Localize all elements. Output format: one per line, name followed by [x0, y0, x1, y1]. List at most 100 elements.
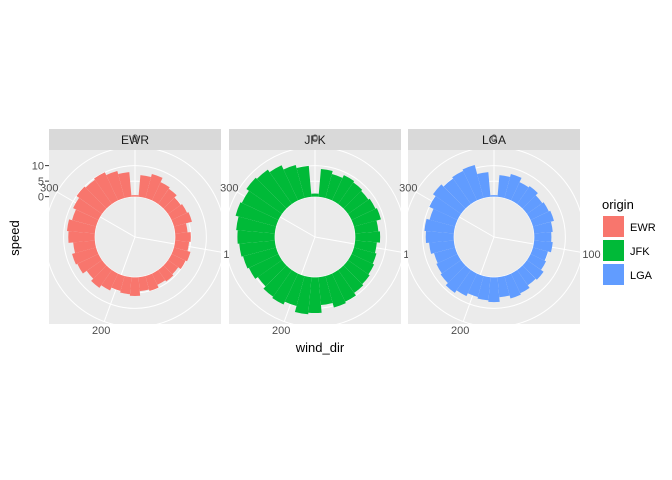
bar-lga-70 — [530, 210, 554, 227]
bar-lga-150 — [511, 270, 530, 294]
angle-tick-label: 0 — [491, 133, 497, 145]
bar-jfk-260 — [239, 240, 277, 257]
bar-lga-210 — [456, 270, 477, 297]
bar-jfk-200 — [284, 273, 305, 306]
bar-lga-320 — [443, 178, 471, 209]
bar-ewr-220 — [91, 265, 112, 288]
bar-jfk-10 — [318, 168, 333, 199]
bar-lga-240 — [436, 254, 461, 274]
bar-jfk-50 — [343, 190, 369, 214]
bar-ewr-0 — [131, 195, 139, 197]
bar-jfk-0 — [311, 193, 319, 197]
bar-ewr-240 — [77, 254, 102, 274]
legend: origin EWR JFK LGA — [602, 197, 656, 285]
bar-lga-40 — [517, 186, 538, 209]
bar-ewr-230 — [86, 260, 107, 279]
bar-ewr-250 — [72, 247, 99, 265]
radial-gridline — [63, 165, 207, 309]
bar-jfk-250 — [243, 247, 279, 269]
bar-ewr-140 — [158, 265, 174, 282]
facet-panel-ewr: EWR0100200300 — [40, 129, 242, 337]
legend-label: EWR — [630, 222, 656, 234]
angle-tick-label: 0 — [132, 133, 138, 145]
x-axis-title: wind_dir — [295, 340, 345, 355]
bar-ewr-110 — [171, 247, 191, 262]
radius-tick-label: 10 — [32, 161, 44, 173]
bar-ewr-260 — [73, 240, 97, 254]
legend-key-ewr — [603, 216, 624, 237]
facet-strip — [49, 129, 221, 150]
legend-title: origin — [602, 197, 634, 212]
bar-ewr-130 — [163, 260, 179, 275]
bar-ewr-170 — [138, 275, 150, 292]
panel-plot-area — [49, 150, 221, 324]
bar-ewr-30 — [152, 182, 170, 204]
facet-strip — [408, 129, 580, 150]
bar-lga-60 — [527, 202, 549, 220]
bar-lga-180 — [488, 277, 500, 303]
bar-lga-200 — [467, 273, 484, 297]
bar-lga-190 — [477, 275, 491, 301]
bar-lga-260 — [429, 240, 456, 254]
bar-lga-220 — [445, 265, 471, 293]
angle-tick-label: 200 — [92, 325, 110, 337]
bar-ewr-350 — [118, 172, 132, 199]
bar-jfk-70 — [351, 208, 381, 227]
bar-ewr-160 — [145, 273, 159, 291]
bar-lga-140 — [517, 265, 536, 286]
bar-lga-20 — [504, 174, 522, 201]
panel-plot-area — [229, 150, 401, 324]
bar-lga-270 — [425, 231, 454, 243]
facet-strip-label: LGA — [482, 133, 506, 147]
bar-lga-310 — [432, 184, 466, 214]
bar-lga-30 — [511, 182, 529, 204]
bar-jfk-320 — [256, 169, 292, 209]
bar-jfk-100 — [353, 240, 377, 254]
bar-jfk-150 — [332, 270, 356, 302]
facet-strip — [229, 129, 401, 150]
bar-ewr-290 — [72, 209, 99, 227]
bar-ewr-310 — [76, 186, 107, 214]
bar-ewr-90 — [175, 232, 191, 242]
bar-jfk-20 — [325, 174, 343, 201]
bar-lga-110 — [530, 247, 548, 261]
bar-lga-0 — [490, 195, 498, 197]
bar-jfk-160 — [325, 273, 346, 308]
angle-tick-label: 300 — [399, 183, 417, 195]
bar-ewr-280 — [66, 219, 97, 234]
bar-ewr-150 — [152, 270, 166, 285]
bar-jfk-120 — [348, 254, 375, 275]
bar-jfk-210 — [272, 270, 298, 305]
bar-ewr-200 — [111, 273, 125, 291]
angle-tick-label: 200 — [272, 325, 290, 337]
angle-tick-label: 300 — [40, 183, 58, 195]
bar-jfk-130 — [343, 260, 370, 285]
y-axis-title: speed — [7, 220, 22, 255]
bar-jfk-240 — [248, 254, 282, 279]
bar-lga-330 — [452, 170, 477, 204]
legend-label: LGA — [630, 270, 653, 282]
bar-jfk-170 — [318, 275, 333, 306]
angle-tick-label: 200 — [451, 325, 469, 337]
bar-ewr-340 — [106, 171, 125, 201]
bar-jfk-290 — [235, 202, 279, 227]
bar-jfk-80 — [353, 220, 379, 234]
bar-lga-170 — [497, 275, 510, 298]
bar-ewr-40 — [158, 188, 177, 209]
bar-ewr-330 — [94, 172, 118, 204]
radial-gridline — [422, 165, 566, 309]
bar-ewr-60 — [168, 204, 188, 220]
bar-jfk-340 — [283, 165, 305, 201]
bar-lga-290 — [429, 208, 458, 227]
bar-jfk-30 — [332, 175, 355, 204]
bar-lga-90 — [534, 231, 552, 243]
bar-lga-280 — [424, 218, 456, 234]
bar-lga-80 — [532, 221, 553, 234]
legend-label: JFK — [630, 246, 650, 258]
bar-ewr-20 — [145, 174, 163, 201]
legend-key-jfk — [603, 240, 624, 261]
radius-tick-label: 5 — [38, 176, 44, 188]
facet-strip-label: JFK — [304, 133, 325, 147]
bar-lga-130 — [522, 260, 544, 280]
bar-jfk-300 — [241, 190, 282, 220]
